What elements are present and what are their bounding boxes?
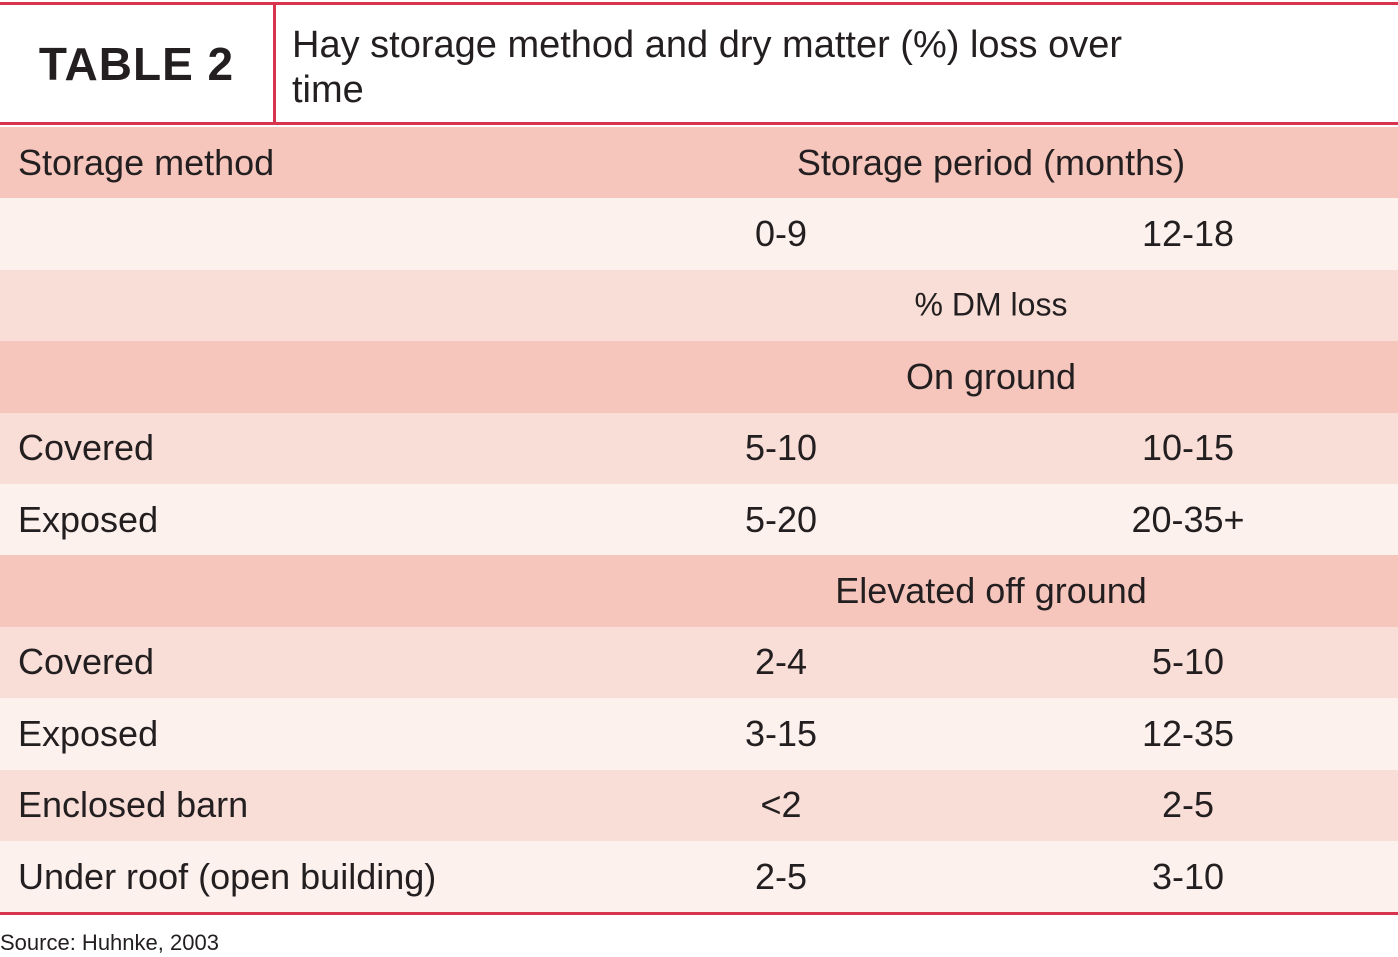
table-cell: 12-18: [1141, 213, 1235, 255]
table-row: Covered 2-4 5-10: [0, 626, 1398, 699]
table-row: Elevated off ground: [0, 555, 1398, 627]
row-label: Under roof (open building): [18, 855, 437, 897]
spanning-cell: On ground: [905, 355, 1077, 397]
table-cell: <2: [760, 784, 802, 826]
table-title: Hay storage method and dry matter (%) lo…: [292, 24, 1123, 111]
table-cell: 5-10: [744, 427, 818, 469]
table-row: Exposed 5-20 20-35+: [0, 483, 1398, 556]
spanning-cell: Elevated off ground: [835, 570, 1147, 612]
row-label: Covered: [18, 641, 155, 683]
row-label: Enclosed barn: [18, 784, 249, 826]
table-row: Exposed 3-15 12-35: [0, 698, 1398, 770]
row-label: Exposed: [18, 712, 159, 754]
table-row: On ground: [0, 341, 1398, 413]
table-cell: 12-35: [1141, 712, 1235, 754]
row-label: Storage method: [18, 141, 275, 183]
table-row: Under roof (open building) 2-5 3-10: [0, 840, 1398, 913]
table-cell: 10-15: [1141, 427, 1235, 469]
table-label: TABLE 2: [0, 5, 276, 122]
row-label: Covered: [18, 427, 155, 469]
table-cell: 3-15: [744, 712, 818, 754]
spanning-cell: % DM loss: [914, 286, 1068, 323]
table-cell: 3-10: [1151, 855, 1225, 897]
table-cell: 5-10: [1151, 641, 1225, 683]
table-row: 0-9 12-18: [0, 198, 1398, 270]
table: Storage method Storage period (months) 0-9…: [0, 127, 1398, 916]
table-header: TABLE 2 Hay storage method and dry matte…: [0, 2, 1398, 125]
table-row: Storage method Storage period (months): [0, 127, 1398, 199]
table-row: Enclosed barn <2 2-5: [0, 769, 1398, 841]
row-label: Exposed: [18, 498, 159, 540]
table-cell: 2-5: [754, 855, 808, 897]
table-row: Covered 5-10 10-15: [0, 412, 1398, 484]
table-cell: 2-4: [754, 641, 808, 683]
spanning-cell: Storage period (months): [796, 141, 1186, 183]
source: Source: Huhnke, 2003: [0, 930, 219, 955]
table-cell: 0-9: [754, 213, 808, 255]
table-cell: 5-20: [744, 498, 818, 540]
table-cell: 2-5: [1161, 784, 1215, 826]
table-cell: 20-35+: [1131, 498, 1245, 540]
table-row: % DM loss: [0, 269, 1398, 342]
